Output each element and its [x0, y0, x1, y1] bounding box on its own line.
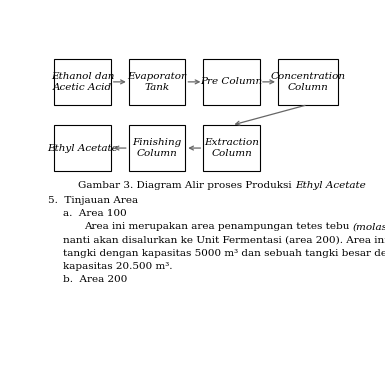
Text: nanti akan disalurkan ke Unit Fermentasi (area 200). Area ini terdapat 4: nanti akan disalurkan ke Unit Fermentasi… — [63, 236, 385, 245]
Bar — [203, 59, 260, 105]
Text: Pre Column: Pre Column — [201, 78, 263, 86]
Bar — [129, 125, 186, 171]
Bar — [278, 59, 338, 105]
Text: Ethanol dan
Acetic Acid: Ethanol dan Acetic Acid — [51, 72, 114, 92]
Text: Concentration
Column: Concentration Column — [270, 72, 345, 92]
Text: kapasitas 20.500 m³.: kapasitas 20.500 m³. — [63, 262, 172, 271]
Text: (molasses): (molasses) — [353, 222, 385, 231]
Bar — [203, 125, 260, 171]
Text: 5.  Tinjauan Area: 5. Tinjauan Area — [48, 196, 138, 205]
Text: Ethyl Acetate: Ethyl Acetate — [295, 181, 366, 190]
Text: Gambar 3. Diagram Alir proses Produksi: Gambar 3. Diagram Alir proses Produksi — [78, 181, 295, 190]
Text: b.  Area 200: b. Area 200 — [63, 275, 127, 284]
Text: tangki dengan kapasitas 5000 m³ dan sebuah tangki besar dengan: tangki dengan kapasitas 5000 m³ dan sebu… — [63, 249, 385, 258]
Text: Area ini merupakan area penampungan tetes tebu: Area ini merupakan area penampungan tete… — [84, 222, 353, 231]
Bar — [129, 59, 186, 105]
Text: Ethyl Acetate: Ethyl Acetate — [47, 144, 118, 152]
Text: Evaporator
Tank: Evaporator Tank — [127, 72, 186, 92]
Text: Extraction
Column: Extraction Column — [204, 138, 259, 158]
Bar — [54, 59, 111, 105]
Bar — [54, 125, 111, 171]
Text: Finishing
Column: Finishing Column — [132, 138, 182, 158]
Text: a.  Area 100: a. Area 100 — [63, 209, 127, 218]
